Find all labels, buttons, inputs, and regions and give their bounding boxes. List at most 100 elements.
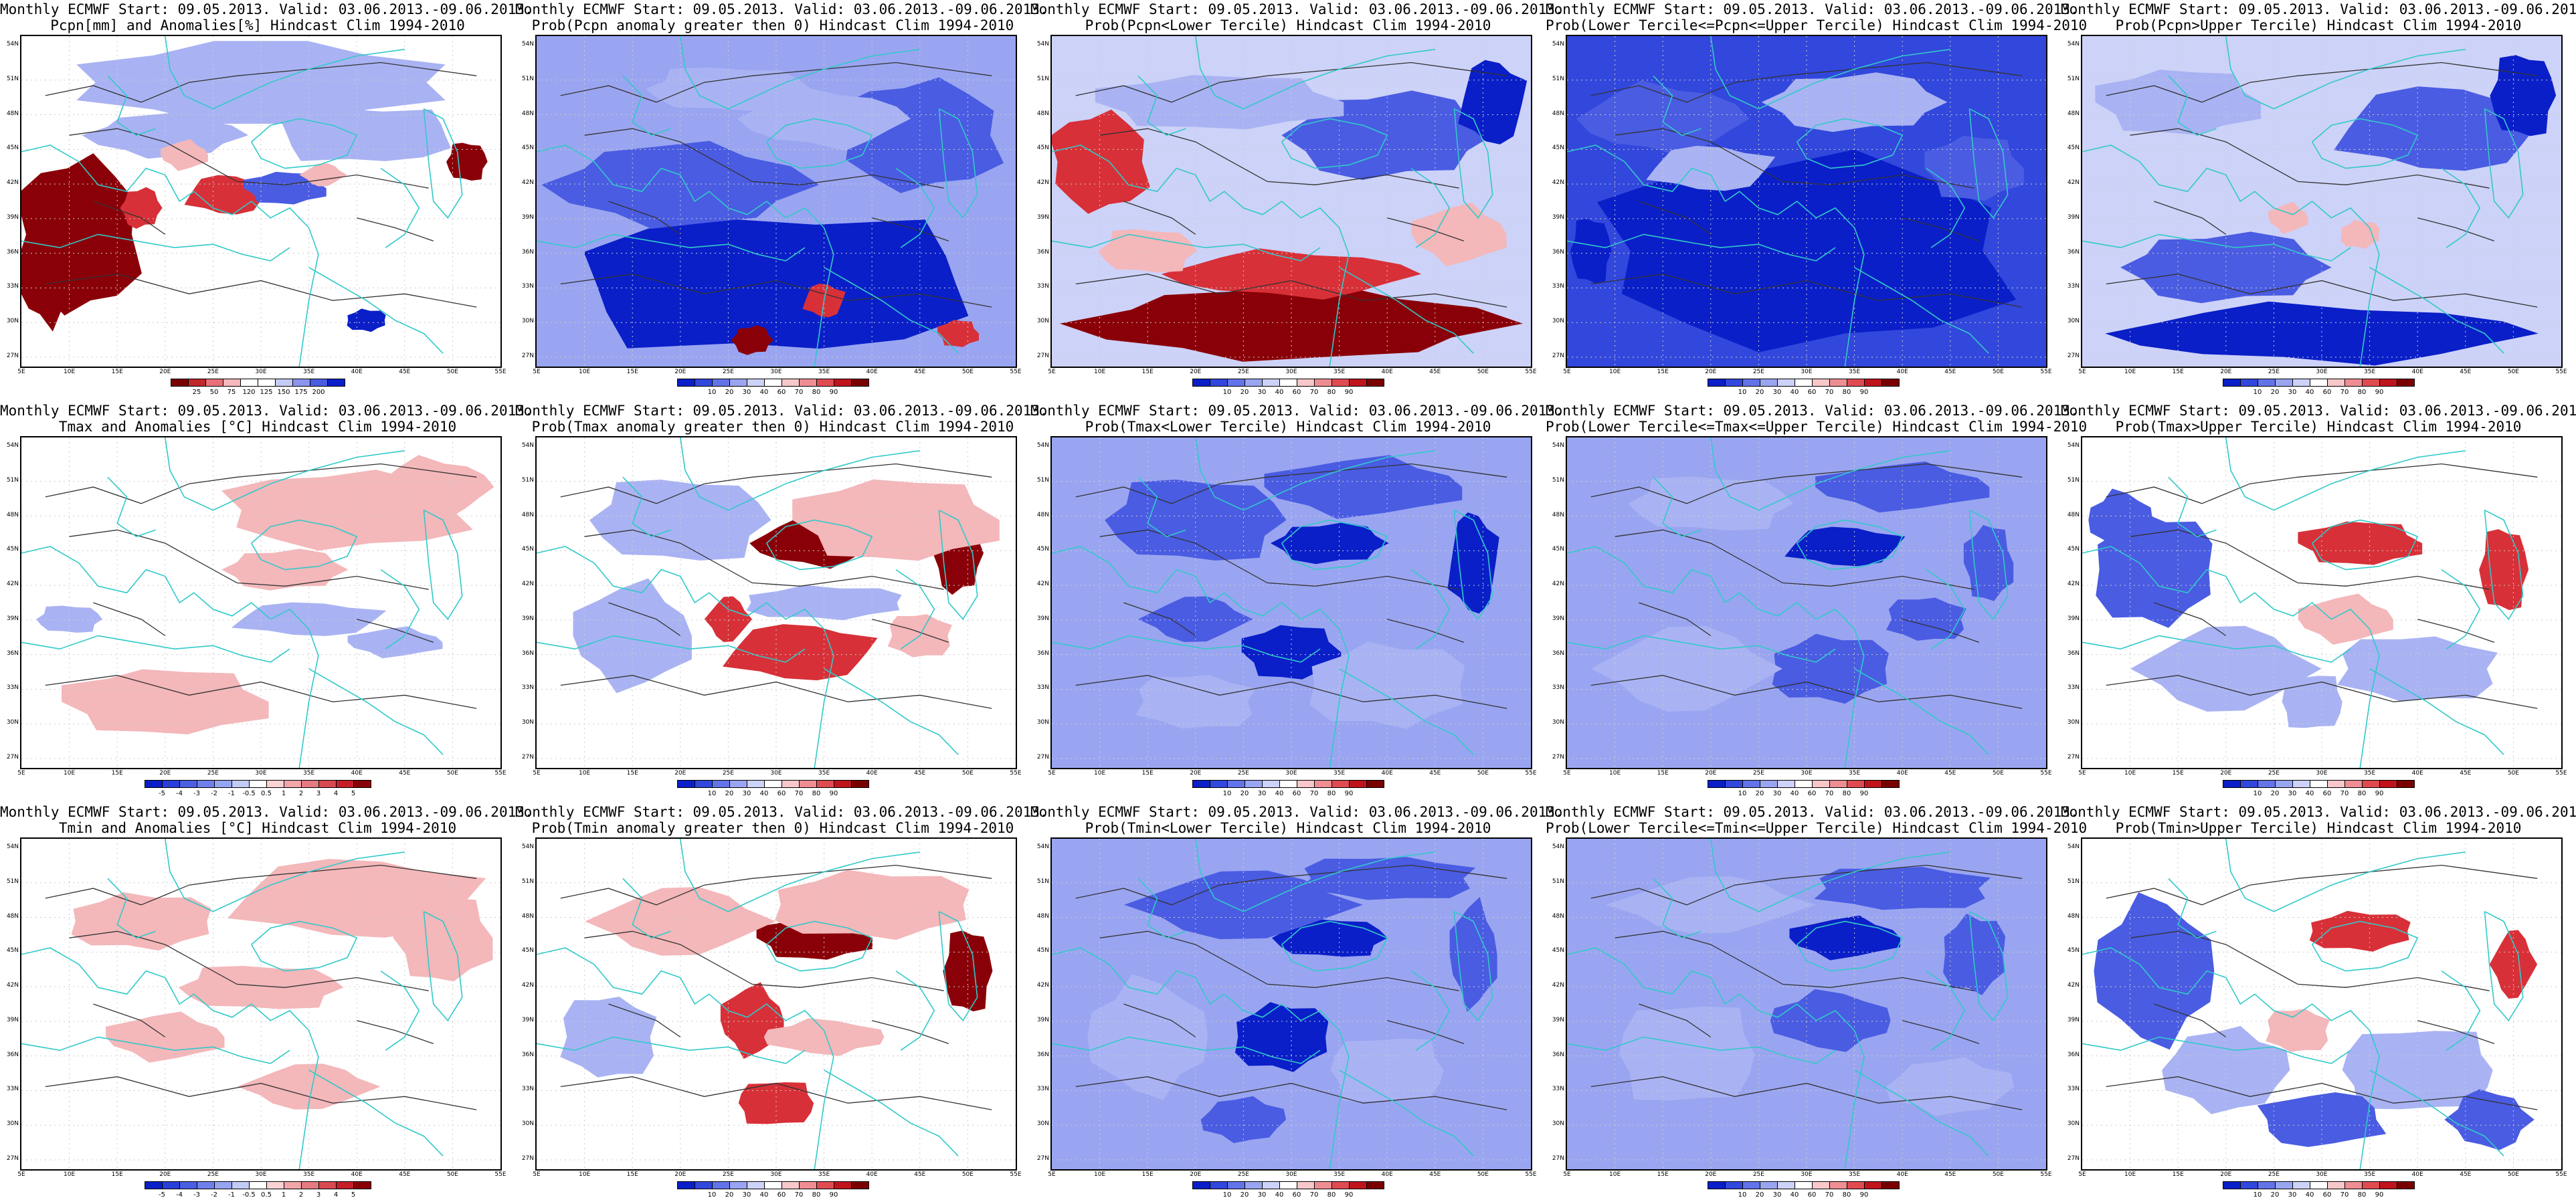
colorbar-label: 20 xyxy=(1240,389,1249,396)
lat-tick-label: 33N xyxy=(6,283,19,290)
lat-tick-label: 33N xyxy=(6,1086,19,1093)
map-panel-tmax-prob-lower: Monthly ECMWF Start: 09.05.2013. Valid: … xyxy=(1030,401,1564,803)
colorbar-swatch xyxy=(747,780,765,788)
coastline xyxy=(622,75,671,136)
lat-tick-label: 33N xyxy=(1552,1086,1564,1093)
lon-tick-label: 30E xyxy=(1285,1171,1297,1178)
colorbar-label: -4 xyxy=(176,1191,183,1199)
colorbar-swatch xyxy=(2379,780,2397,788)
colorbar-label: 150 xyxy=(277,389,290,396)
colorbar-swatch xyxy=(1297,780,1315,788)
map-frame xyxy=(535,35,1017,368)
lat-tick-label: 39N xyxy=(1552,615,1564,622)
colorbar-swatch xyxy=(834,379,852,387)
field-region xyxy=(1576,80,1750,157)
lat-tick-label: 36N xyxy=(521,649,534,657)
field-region xyxy=(1087,974,1208,1100)
field-region xyxy=(243,171,327,205)
lon-tick-label: 45E xyxy=(1429,770,1441,777)
lon-tick-label: 45E xyxy=(914,1171,926,1178)
colorbar-swatch xyxy=(747,379,765,387)
lon-tick-label: 40E xyxy=(1896,770,1908,777)
contour-line xyxy=(1387,1020,1465,1044)
colorbar-swatch xyxy=(1847,1181,1865,1189)
contour-line xyxy=(45,675,477,709)
colorbar-swatch xyxy=(1279,1181,1297,1189)
field-region xyxy=(2340,219,2380,249)
lon-tick-label: 20E xyxy=(1190,770,1202,777)
lat-tick-label: 33N xyxy=(6,684,19,692)
lat-tick-label: 30N xyxy=(1036,719,1049,726)
colorbar-swatch xyxy=(2292,780,2310,788)
lon-tick-label: 35E xyxy=(818,369,830,375)
coastline xyxy=(938,509,978,621)
colorbar-swatch xyxy=(2379,379,2397,387)
colorbar-swatch xyxy=(799,1181,817,1189)
colorbar-swatch xyxy=(1795,780,1813,788)
colorbar-swatch xyxy=(1227,780,1245,788)
lon-tick-label: 55E xyxy=(2040,770,2052,777)
lat-tick-label: 48N xyxy=(2067,110,2080,117)
lon-tick-label: 55E xyxy=(2555,1171,2567,1178)
panel-title-line1: Monthly ECMWF Start: 09.05.2013. Valid: … xyxy=(1030,403,1564,419)
lon-tick-label: 10E xyxy=(64,1171,76,1178)
colorbar-swatch xyxy=(1262,780,1280,788)
map-frame xyxy=(1566,35,2047,368)
coastline xyxy=(107,878,156,939)
colorbar-label: 80 xyxy=(2357,1191,2367,1199)
lon-tick-label: 55E xyxy=(1010,1171,1022,1178)
field-region xyxy=(2489,930,2538,999)
contour-line xyxy=(1590,675,2023,709)
lat-tick-label: 45N xyxy=(1552,947,1564,955)
coastline xyxy=(2484,108,2524,219)
map-field xyxy=(21,36,500,367)
colorbar-swatch xyxy=(851,780,869,788)
colorbar-label: 30 xyxy=(1257,790,1267,797)
contour-line xyxy=(93,201,166,235)
coastline xyxy=(1339,1070,1474,1157)
coastline xyxy=(165,437,405,511)
contour-line xyxy=(1123,201,1196,235)
field-region xyxy=(282,109,451,161)
contour-line xyxy=(608,602,681,636)
coastline xyxy=(622,878,671,939)
colorbar: 10 20 30 40 60 70 80 90 xyxy=(1708,379,1900,396)
coastline xyxy=(1052,1036,1321,1064)
coastline xyxy=(537,1036,806,1064)
colorbar-swatch xyxy=(249,780,267,788)
lat-tick-label: 36N xyxy=(1552,1051,1564,1058)
colorbar-label: 30 xyxy=(1772,1191,1782,1199)
coastline xyxy=(2168,476,2217,538)
contour-line xyxy=(560,274,992,308)
lon-tick-label: 45E xyxy=(399,1171,411,1178)
colorbar-swatch xyxy=(2310,379,2328,387)
coastline xyxy=(1195,437,1435,511)
lat-tick-label: 45N xyxy=(6,947,19,955)
colorbar-swatch xyxy=(1760,379,1778,387)
field-region xyxy=(393,894,493,982)
colorbar-swatch xyxy=(2344,1181,2363,1189)
contour-line xyxy=(2106,1076,2538,1110)
lat-tick-label: 36N xyxy=(1552,649,1564,657)
lat-tick-label: 51N xyxy=(521,476,534,484)
colorbar-label: 0.5 xyxy=(261,790,272,797)
coastline xyxy=(1854,1070,1989,1157)
colorbar-swatch xyxy=(171,379,189,387)
lon-tick-label: 5E xyxy=(1048,770,1056,777)
panel-title-line1: Monthly ECMWF Start: 09.05.2013. Valid: … xyxy=(1546,403,2079,419)
lon-tick-label: 50E xyxy=(446,369,458,375)
colorbar-swatch xyxy=(145,780,163,788)
lat-tick-label: 39N xyxy=(2067,1016,2080,1023)
colorbar-label: 4 xyxy=(333,790,339,797)
colorbar-swatch xyxy=(2275,780,2293,788)
colorbar-label: 40 xyxy=(2305,1191,2314,1199)
lon-tick-label: 15E xyxy=(1141,1171,1154,1178)
coastline xyxy=(1052,144,1350,367)
lat-tick-label: 48N xyxy=(6,110,19,117)
lon-tick-label: 50E xyxy=(1477,1171,1489,1178)
contour-line xyxy=(1615,529,1974,590)
lat-tick-label: 42N xyxy=(2067,581,2080,588)
colorbar-swatch xyxy=(240,379,258,387)
colorbar-label: 80 xyxy=(812,389,821,396)
lat-tick-label: 54N xyxy=(1036,442,1049,449)
